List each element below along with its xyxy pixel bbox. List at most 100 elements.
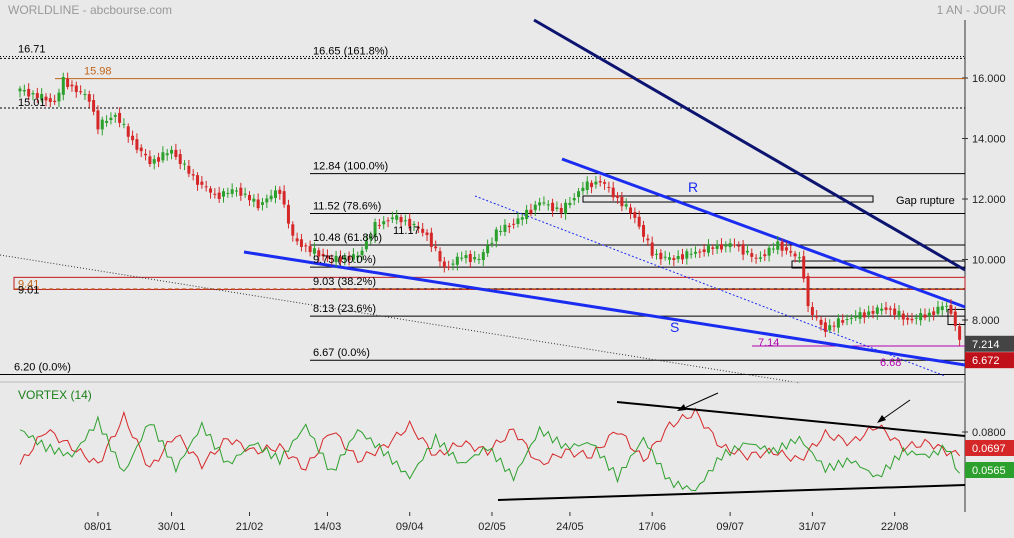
candle-body xyxy=(594,181,598,185)
candle-body xyxy=(213,193,217,195)
candle-body xyxy=(152,159,156,164)
candle-body xyxy=(676,256,680,260)
last-price-box xyxy=(965,335,1014,352)
candle-body xyxy=(477,258,481,260)
fibonacci-label: 10.48 (61.8%) xyxy=(313,232,382,244)
candle-body xyxy=(884,307,888,310)
candle-body xyxy=(79,91,83,93)
candle-body xyxy=(880,308,884,311)
candle-body xyxy=(377,224,381,226)
candle-body xyxy=(403,220,407,222)
candle-body xyxy=(858,312,862,319)
vortex-upper-trendline xyxy=(616,401,966,437)
long-dotted-line xyxy=(0,254,801,384)
candle-body xyxy=(754,257,758,259)
candle-body xyxy=(503,224,507,232)
candle-body xyxy=(815,315,819,318)
candle-body xyxy=(74,85,78,93)
candle-body xyxy=(685,251,689,259)
candle-body xyxy=(70,84,74,87)
candle-body xyxy=(382,221,386,225)
date-tick-label: 08/01 xyxy=(84,521,112,533)
candle-body xyxy=(35,93,39,99)
vortex-value-box xyxy=(965,440,1014,456)
candle-body xyxy=(806,276,810,307)
fibonacci-label: 11.52 (78.6%) xyxy=(313,201,381,213)
candle-body xyxy=(312,248,316,254)
candle-body xyxy=(429,232,433,247)
vortex-arrow-2 xyxy=(879,399,911,422)
candle-body xyxy=(494,229,498,242)
candle-body xyxy=(745,250,749,253)
candle-body xyxy=(598,181,602,183)
candle-body xyxy=(304,245,308,247)
candle-body xyxy=(603,182,607,184)
candle-body xyxy=(373,222,377,238)
vortex-arrowhead-1 xyxy=(677,404,686,411)
candle-body xyxy=(460,257,464,259)
level-label: 6.68 xyxy=(880,357,901,369)
candle-body xyxy=(763,254,767,257)
candle-body xyxy=(87,94,91,102)
candle-body xyxy=(109,117,113,120)
candle-body xyxy=(741,244,745,255)
candle-body xyxy=(958,326,962,340)
candle-body xyxy=(247,195,251,201)
candle-body xyxy=(832,325,836,327)
candle-body xyxy=(771,248,775,250)
vortex-panel: 0.0800 0.0697 0.0565 xyxy=(19,392,1014,501)
candle-body xyxy=(131,135,135,141)
candle-body xyxy=(96,110,100,130)
candle-body xyxy=(776,241,780,250)
candle-body xyxy=(200,181,204,185)
date-tick-label: 30/01 xyxy=(158,521,186,533)
candle-body xyxy=(585,181,589,190)
low-price-label: 6.672 xyxy=(972,355,1000,367)
support-trendline xyxy=(243,250,966,367)
candle-body xyxy=(217,192,221,199)
candle-body xyxy=(555,207,559,209)
candle-body xyxy=(18,88,22,92)
candle-body xyxy=(672,258,676,260)
vortex-value-label: 0.0565 xyxy=(972,465,1006,477)
candle-body xyxy=(113,114,117,117)
candle-body xyxy=(317,250,321,257)
candle-body xyxy=(854,316,858,318)
candle-body xyxy=(83,94,87,96)
candle-body xyxy=(693,251,697,254)
candle-body xyxy=(906,317,910,320)
candle-body xyxy=(737,245,741,247)
candle-body xyxy=(702,249,706,253)
candle-body xyxy=(100,119,104,130)
price-tick-label: 12.000 xyxy=(972,194,1006,206)
fibonacci-label: 8.13 (23.6%) xyxy=(313,303,376,315)
candle-body xyxy=(719,244,723,250)
candle-body xyxy=(629,207,633,214)
date-tick-label: 21/02 xyxy=(236,521,264,533)
candle-body xyxy=(758,257,762,259)
candle-body xyxy=(862,312,866,318)
candle-body xyxy=(849,317,853,319)
candle-body xyxy=(191,174,195,176)
candle-body xyxy=(616,195,620,198)
candle-body xyxy=(668,257,671,260)
candle-body xyxy=(122,123,126,125)
candle-body xyxy=(551,202,555,212)
candle-body xyxy=(620,196,624,207)
candle-body xyxy=(61,77,65,95)
candle-body xyxy=(299,239,303,247)
candle-body xyxy=(165,153,169,156)
candle-body xyxy=(642,225,646,237)
candle-body xyxy=(360,250,364,256)
candle-body xyxy=(364,240,368,250)
candle-body xyxy=(512,223,516,225)
candle-body xyxy=(455,256,459,265)
price-tick-label: 10.000 xyxy=(972,255,1006,267)
low-price-box xyxy=(965,352,1014,369)
price-tick-label: 8.000 xyxy=(972,315,1000,327)
level-label: 15.01 xyxy=(18,97,46,109)
candle-body xyxy=(529,209,533,214)
candle-body xyxy=(659,252,663,260)
candle-body xyxy=(252,198,256,202)
